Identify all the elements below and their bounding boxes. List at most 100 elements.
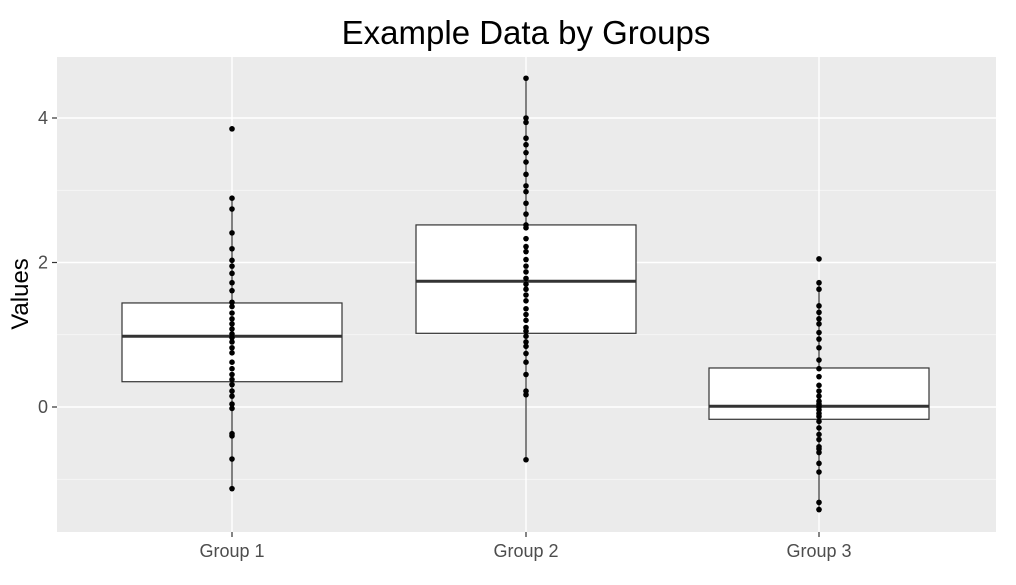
data-point bbox=[229, 339, 235, 345]
axes-layer: 0 2 4 Group 1 Group 2 Group 3 bbox=[38, 108, 852, 561]
data-point bbox=[816, 365, 822, 372]
data-point bbox=[229, 334, 235, 341]
data-point bbox=[523, 200, 529, 207]
data-point bbox=[229, 310, 235, 316]
data-point bbox=[523, 171, 529, 178]
data-point bbox=[229, 371, 235, 378]
data-point bbox=[229, 230, 235, 236]
data-point bbox=[523, 188, 529, 195]
data-point bbox=[816, 436, 822, 443]
data-point bbox=[816, 393, 822, 399]
data-point bbox=[229, 287, 235, 294]
data-point bbox=[816, 469, 822, 475]
data-point bbox=[229, 263, 235, 269]
data-point bbox=[229, 195, 235, 201]
y-tick-label: 0 bbox=[38, 397, 48, 417]
data-point bbox=[229, 485, 235, 492]
data-point bbox=[523, 350, 529, 357]
data-point bbox=[816, 256, 822, 262]
data-point bbox=[523, 281, 529, 287]
data-point bbox=[229, 365, 235, 372]
data-point bbox=[523, 141, 529, 148]
data-point bbox=[816, 382, 822, 389]
data-point bbox=[523, 75, 529, 82]
data-point bbox=[523, 275, 529, 282]
data-point bbox=[523, 235, 529, 242]
data-point bbox=[229, 326, 235, 332]
data-point bbox=[523, 119, 529, 126]
data-point bbox=[816, 344, 822, 351]
data-point bbox=[229, 299, 235, 306]
points-group-3 bbox=[816, 256, 822, 513]
data-point bbox=[816, 425, 822, 431]
data-point bbox=[229, 376, 235, 383]
data-point bbox=[816, 431, 822, 438]
data-point bbox=[523, 135, 529, 142]
data-point bbox=[523, 317, 529, 324]
x-tick-label: Group 2 bbox=[493, 541, 558, 561]
data-point bbox=[816, 336, 822, 342]
data-point bbox=[816, 286, 822, 293]
data-point bbox=[229, 316, 235, 322]
data-point bbox=[816, 316, 822, 322]
data-point bbox=[229, 321, 235, 327]
data-point bbox=[523, 286, 529, 293]
data-point bbox=[229, 401, 235, 407]
data-point bbox=[523, 248, 529, 255]
data-point bbox=[523, 339, 529, 345]
data-point bbox=[523, 263, 529, 269]
data-point bbox=[229, 393, 235, 399]
data-point bbox=[229, 245, 235, 252]
y-tick-label: 4 bbox=[38, 108, 48, 128]
chart-title: Example Data by Groups bbox=[342, 14, 711, 51]
data-point bbox=[816, 357, 822, 363]
data-point bbox=[229, 257, 235, 264]
data-point bbox=[523, 297, 529, 304]
data-point bbox=[816, 303, 822, 309]
points-group-2 bbox=[523, 75, 529, 463]
data-point bbox=[523, 269, 529, 275]
data-point bbox=[523, 115, 529, 121]
data-point bbox=[523, 333, 529, 339]
data-point bbox=[229, 344, 235, 351]
data-point bbox=[229, 405, 235, 412]
data-point bbox=[229, 388, 235, 394]
points-layer bbox=[229, 75, 822, 513]
data-point bbox=[523, 243, 529, 250]
x-tick-label: Group 1 bbox=[199, 541, 264, 561]
data-point bbox=[523, 359, 529, 366]
data-point bbox=[523, 343, 529, 350]
data-point bbox=[523, 328, 529, 334]
x-tick-label: Group 3 bbox=[786, 541, 851, 561]
data-point bbox=[816, 309, 822, 316]
data-point bbox=[816, 499, 822, 506]
data-point bbox=[523, 305, 529, 312]
data-point bbox=[816, 460, 822, 467]
data-point bbox=[816, 418, 822, 425]
data-point bbox=[523, 256, 529, 263]
data-point bbox=[523, 159, 529, 165]
y-axis-title: Values bbox=[7, 258, 34, 330]
data-point bbox=[523, 391, 529, 398]
data-point bbox=[229, 270, 235, 277]
data-point bbox=[229, 279, 235, 286]
data-point bbox=[523, 183, 529, 189]
data-point bbox=[816, 279, 822, 286]
data-point bbox=[523, 456, 529, 463]
data-point bbox=[229, 206, 235, 212]
data-point bbox=[523, 292, 529, 298]
data-point bbox=[229, 350, 235, 356]
data-point bbox=[816, 321, 822, 327]
data-point bbox=[229, 303, 235, 310]
points-group-1 bbox=[229, 126, 235, 492]
data-point bbox=[523, 149, 529, 156]
data-point bbox=[523, 225, 529, 231]
data-point bbox=[816, 373, 822, 380]
data-point bbox=[523, 371, 529, 378]
data-point bbox=[816, 449, 822, 456]
data-point bbox=[816, 388, 822, 394]
data-point bbox=[816, 506, 822, 513]
data-point bbox=[816, 413, 822, 420]
data-point bbox=[229, 126, 235, 132]
